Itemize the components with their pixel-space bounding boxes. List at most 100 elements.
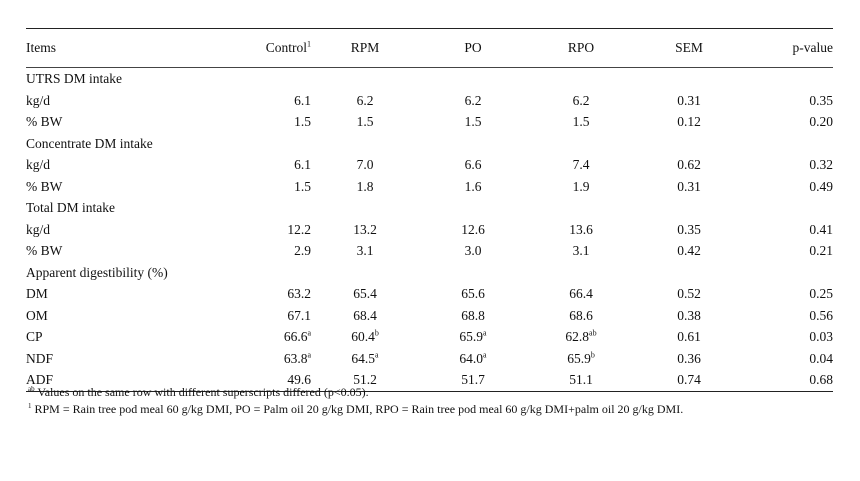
group-label: Apparent digestibility (%) <box>26 264 168 280</box>
table-cell: 1.5 <box>216 111 311 133</box>
group-row: UTRS DM intake <box>26 68 833 90</box>
footnote: ab Values on the same row with different… <box>28 384 683 401</box>
header-row: Items Control1 RPM PO RPO SEM p-value <box>26 28 833 68</box>
cell-value: 66.6 <box>283 329 308 344</box>
cell-value: 12.6 <box>461 221 485 237</box>
table-row: CP 66.6a 60.4b 65.9a 62.8ab 0.61 0.03 <box>26 326 833 348</box>
footnote-text: Values on the same row with different su… <box>34 385 369 399</box>
cell-value: 3.1 <box>572 243 590 258</box>
cell-value: 67.1 <box>287 307 311 323</box>
cell-value: 51.7 <box>461 372 485 387</box>
column-header-label: RPM <box>350 40 380 55</box>
column-header-sem: SEM <box>635 28 743 68</box>
table-cell: 0.35 <box>635 219 743 241</box>
cell-value: 0.52 <box>677 286 701 301</box>
cell-superscript: a <box>483 350 487 359</box>
cell-value: 0.35 <box>677 221 701 237</box>
table-body: UTRS DM intake kg/d 6.1 6.2 6.2 6.2 0.31 0.35 % … <box>26 68 833 392</box>
table-cell: 0.41 <box>743 219 833 241</box>
footnotes: ab Values on the same row with different… <box>28 384 683 418</box>
column-header-label: SEM <box>675 40 703 55</box>
cell-value: 6.6 <box>464 157 482 172</box>
cell-value: 0.49 <box>809 178 833 194</box>
cell-value: 65.9 <box>459 329 484 344</box>
row-label: CP <box>26 329 43 344</box>
cell-value: 1.5 <box>294 178 311 194</box>
cell-value: 68.8 <box>461 307 485 323</box>
row-label: ADF <box>26 369 216 392</box>
cell-value: 0.12 <box>677 114 701 129</box>
table-cell: 66.4 <box>527 283 635 305</box>
column-header-superscript: 1 <box>307 39 311 49</box>
cell-value: 51.1 <box>569 372 593 387</box>
cell-value: 13.2 <box>353 221 377 237</box>
cell-value: 6.2 <box>356 92 374 108</box>
row-label: % BW <box>26 243 63 258</box>
table-cell: 51.7 <box>419 369 527 392</box>
table-cell: 0.61 <box>635 326 743 348</box>
cell-value: 0.31 <box>677 92 701 108</box>
cell-value: 1.9 <box>572 178 590 194</box>
cell-value: 0.74 <box>677 372 701 387</box>
cell-value: 6.2 <box>572 92 590 108</box>
table-row: NDF 63.8a 64.5a 64.0a 65.9b 0.36 0.04 <box>26 348 833 370</box>
cell-value: 0.62 <box>677 157 701 172</box>
table-cell: 0.42 <box>635 240 743 262</box>
column-header-control: Control1 <box>216 28 311 68</box>
cell-value: 63.8 <box>283 350 308 366</box>
table-cell: 64.0a <box>419 348 527 370</box>
cell-value: 65.9 <box>567 350 591 366</box>
column-header-items: Items <box>26 28 216 68</box>
row-label: kg/d <box>26 221 51 237</box>
cell-value: 0.35 <box>809 92 833 108</box>
table-cell: 0.38 <box>635 305 743 327</box>
group-row: Concentrate DM intake <box>26 133 833 155</box>
cell-superscript: a <box>307 328 311 338</box>
table-cell: 0.31 <box>635 176 743 198</box>
column-header-label: Items <box>26 40 56 55</box>
cell-value: 0.38 <box>677 307 701 323</box>
table-cell: 65.4 <box>311 283 419 305</box>
table-cell: 13.6 <box>527 219 635 241</box>
cell-value: 0.68 <box>809 372 833 387</box>
table-row: kg/d 6.1 7.0 6.6 7.4 0.62 0.32 <box>26 154 833 176</box>
cell-value: 0.25 <box>809 286 833 301</box>
group-row: Total DM intake <box>26 197 833 219</box>
cell-value: 51.2 <box>353 372 377 387</box>
cell-value: 13.6 <box>569 221 593 237</box>
table-cell: 62.8ab <box>527 326 635 348</box>
cell-value: 0.42 <box>677 243 701 258</box>
cell-value: 6.2 <box>464 92 482 108</box>
cell-superscript: ab <box>589 328 597 338</box>
column-header-label: PO <box>464 40 482 55</box>
group-label: UTRS DM intake <box>26 71 122 86</box>
table-cell: 65.9a <box>419 326 527 348</box>
cell-value: 6.1 <box>294 92 311 108</box>
table-cell: 0.21 <box>743 240 833 262</box>
cell-value: 60.4 <box>351 329 375 344</box>
cell-value: 0.56 <box>809 307 833 323</box>
footnote: 1 RPM = Rain tree pod meal 60 g/kg DMI, … <box>28 401 683 418</box>
column-header-label: RPO <box>567 40 595 55</box>
cell-value: 64.0 <box>459 350 484 366</box>
table-cell: 0.35 <box>743 90 833 112</box>
table-cell: 1.6 <box>419 176 527 198</box>
group-row: Apparent digestibility (%) <box>26 262 833 284</box>
table-cell: 1.8 <box>311 176 419 198</box>
table-cell: 0.36 <box>635 348 743 370</box>
table-cell: 67.1 <box>216 305 311 327</box>
table-cell: 3.0 <box>419 240 527 262</box>
column-header-rpo: RPO <box>527 28 635 68</box>
table-cell: 6.2 <box>527 90 635 112</box>
table-cell: 1.5 <box>311 111 419 133</box>
table-cell: 7.4 <box>527 154 635 176</box>
table-cell: 1.5 <box>419 111 527 133</box>
table-cell: 12.6 <box>419 219 527 241</box>
group-label: Concentrate DM intake <box>26 135 153 151</box>
table-cell: 51.2 <box>311 369 419 392</box>
table-cell: 12.2 <box>216 219 311 241</box>
table-row: OM 67.1 68.4 68.8 68.6 0.38 0.56 <box>26 305 833 327</box>
cell-value: 64.5 <box>351 350 376 366</box>
results-table: Items Control1 RPM PO RPO SEM p-value UTRS DM … <box>26 28 833 392</box>
table-cell: 68.4 <box>311 305 419 327</box>
